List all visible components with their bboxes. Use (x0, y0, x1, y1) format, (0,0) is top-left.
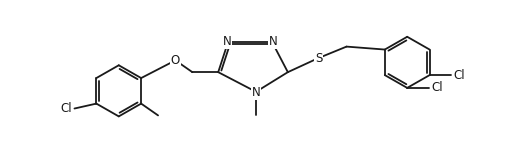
Text: O: O (171, 54, 180, 67)
Text: N: N (268, 35, 277, 48)
Text: Cl: Cl (431, 81, 443, 94)
Text: Cl: Cl (454, 69, 465, 82)
Text: Cl: Cl (61, 102, 73, 115)
Text: N: N (223, 35, 232, 48)
Text: S: S (315, 52, 322, 65)
Text: N: N (252, 86, 261, 99)
